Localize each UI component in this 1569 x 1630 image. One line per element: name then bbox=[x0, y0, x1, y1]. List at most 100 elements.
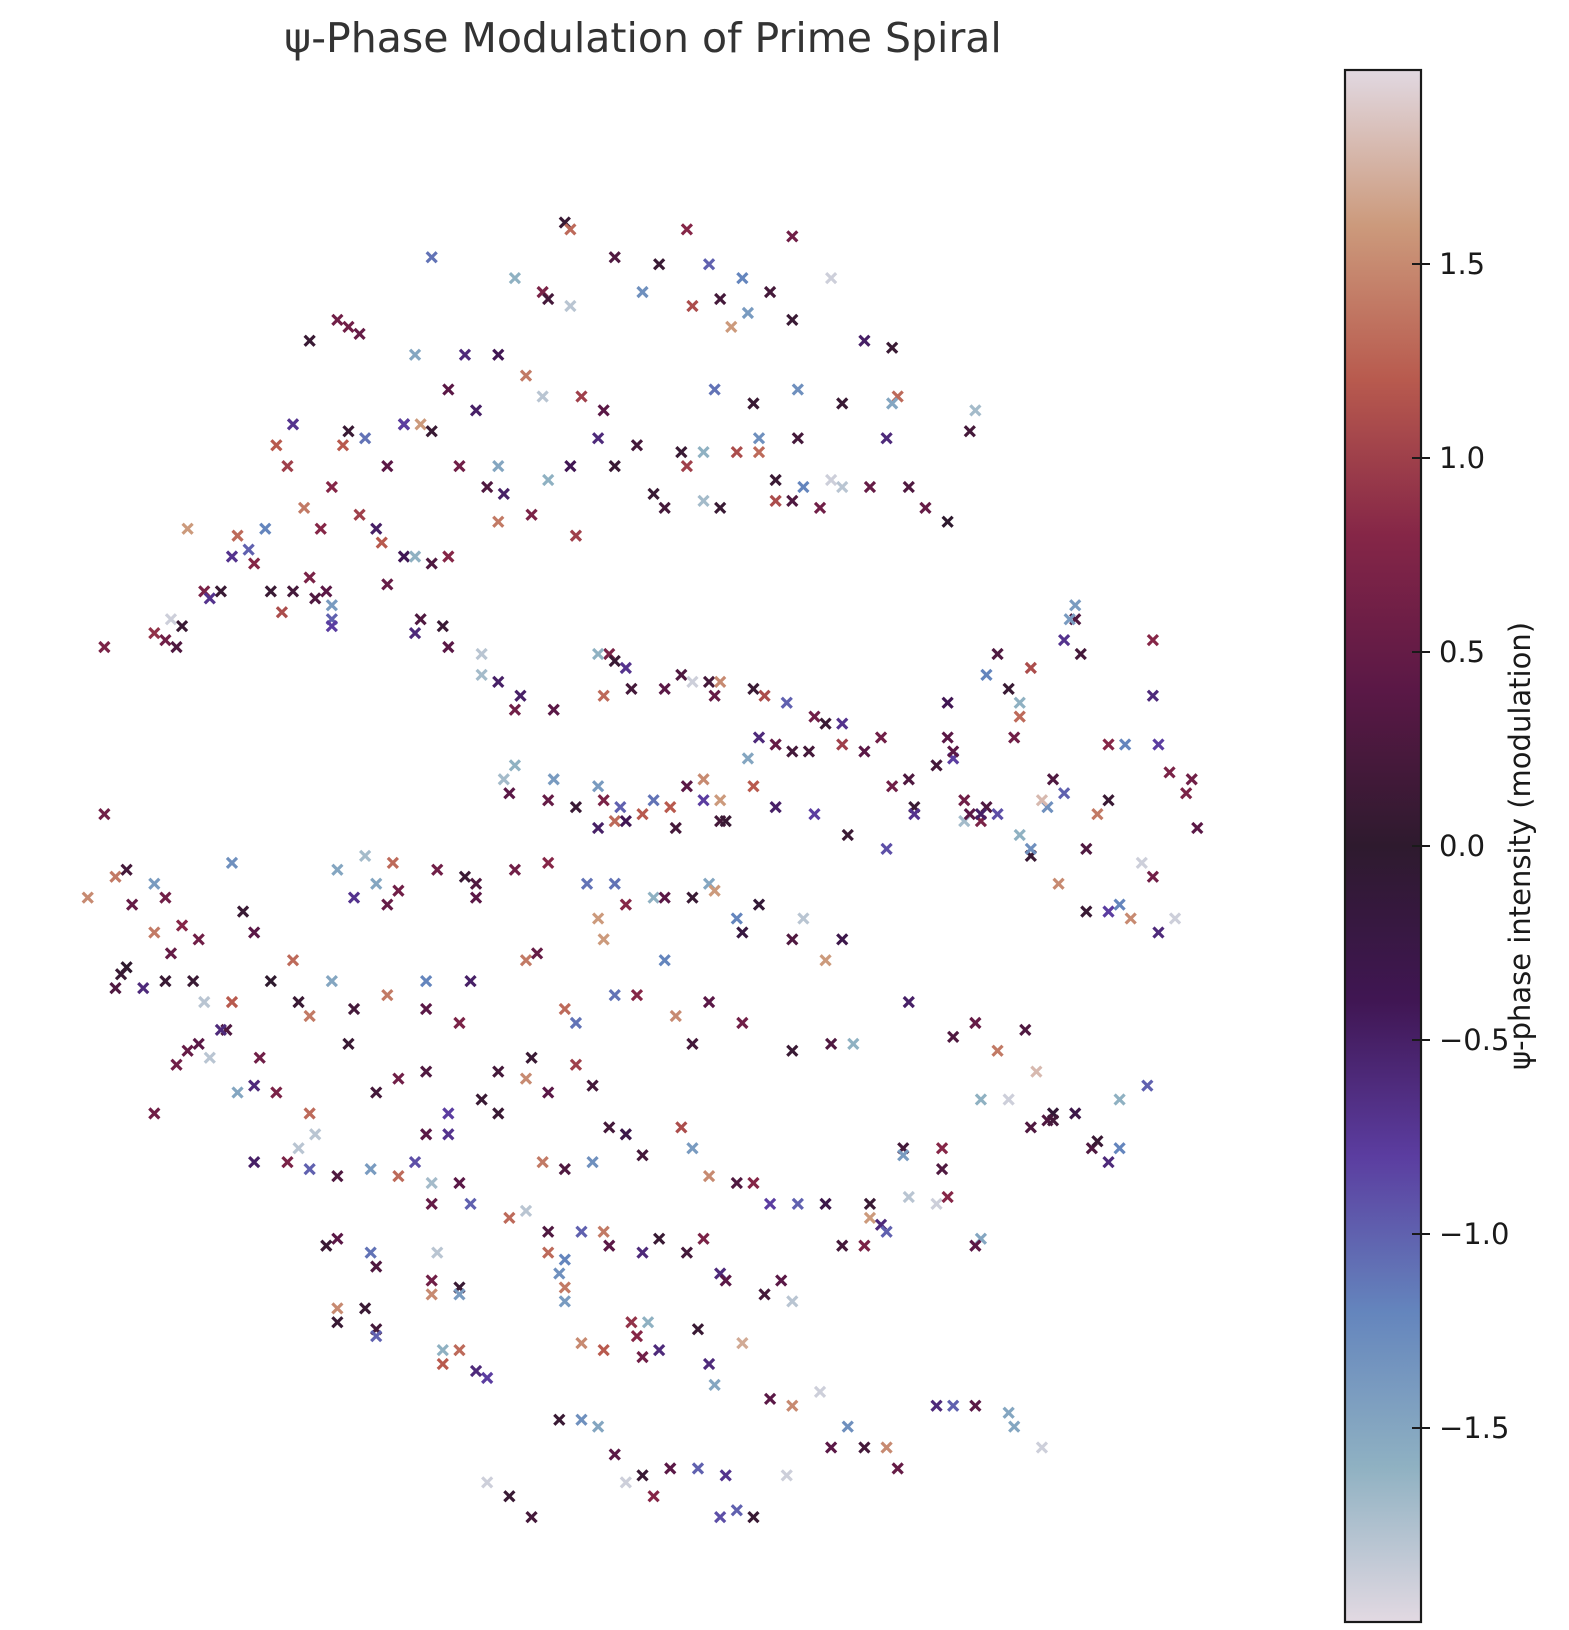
scatter-point bbox=[386, 856, 399, 869]
scatter-point bbox=[630, 988, 644, 1002]
scatter-point bbox=[786, 745, 799, 758]
scatter-point bbox=[963, 807, 976, 821]
scatter-point bbox=[481, 1476, 494, 1489]
scatter-point bbox=[542, 1225, 555, 1238]
scatter-point bbox=[614, 801, 627, 814]
scatter-point bbox=[974, 1093, 988, 1106]
scatter-point bbox=[453, 1016, 466, 1030]
scatter-point bbox=[591, 432, 605, 445]
scatter-point bbox=[1191, 821, 1204, 835]
scatter-point bbox=[347, 891, 361, 904]
scatter-point bbox=[370, 1260, 383, 1273]
scatter-point bbox=[525, 508, 538, 521]
scatter-point bbox=[1141, 1079, 1154, 1092]
scatter-point bbox=[464, 1197, 477, 1211]
scatter-point bbox=[658, 682, 671, 695]
scatter-point bbox=[714, 1511, 727, 1524]
scatter-points bbox=[81, 216, 1204, 1524]
colorbar-tick-label: −1.5 bbox=[1439, 1411, 1509, 1445]
scatter-point bbox=[192, 1037, 205, 1050]
scatter-point bbox=[547, 703, 560, 716]
scatter-point bbox=[1035, 794, 1049, 807]
scatter-point bbox=[708, 884, 721, 897]
scatter-point bbox=[786, 313, 799, 327]
scatter-point bbox=[469, 877, 483, 890]
scatter-point bbox=[425, 251, 438, 264]
scatter-point bbox=[586, 1156, 599, 1169]
scatter-point bbox=[591, 1420, 605, 1433]
scatter-point bbox=[819, 954, 832, 967]
scatter-point bbox=[725, 320, 738, 333]
colorbar-tick-label: −0.5 bbox=[1439, 1023, 1509, 1057]
scatter-point bbox=[364, 1162, 377, 1176]
scatter-point bbox=[813, 501, 827, 514]
scatter-point bbox=[370, 877, 383, 890]
scatter-point bbox=[453, 1288, 466, 1301]
scatter-point bbox=[747, 397, 760, 410]
scatter-point bbox=[608, 654, 621, 668]
scatter-point bbox=[930, 1399, 943, 1412]
scatter-point bbox=[902, 1190, 915, 1204]
scatter-point bbox=[370, 1330, 383, 1343]
scatter-point bbox=[508, 703, 522, 716]
scatter-point bbox=[1052, 877, 1065, 890]
scatter-point bbox=[547, 773, 560, 786]
scatter-point bbox=[530, 947, 544, 960]
scatter-point bbox=[1113, 1093, 1126, 1106]
scatter-point bbox=[969, 1239, 982, 1252]
scatter-point bbox=[575, 1225, 588, 1238]
scatter-point bbox=[231, 529, 244, 542]
scatter-point bbox=[1063, 613, 1076, 626]
scatter-point bbox=[702, 995, 716, 1009]
scatter-point bbox=[597, 1225, 610, 1238]
scatter-point bbox=[542, 856, 555, 869]
scatter-point bbox=[863, 1211, 877, 1224]
scatter-point bbox=[225, 550, 239, 563]
scatter-point bbox=[1113, 1142, 1126, 1155]
scatter-point bbox=[453, 1343, 466, 1357]
scatter-point bbox=[608, 814, 621, 828]
scatter-point bbox=[902, 480, 915, 494]
colorbar-gradient bbox=[1345, 70, 1421, 1622]
scatter-point bbox=[320, 585, 333, 598]
scatter-point bbox=[758, 689, 771, 702]
scatter-point bbox=[420, 975, 433, 988]
scatter-point bbox=[802, 745, 816, 758]
scatter-point bbox=[148, 926, 161, 939]
scatter-point bbox=[1002, 1406, 1015, 1419]
scatter-point bbox=[647, 487, 660, 501]
scatter-point bbox=[1002, 1093, 1015, 1106]
scatter-point bbox=[730, 1504, 743, 1517]
scatter-point bbox=[1030, 1065, 1043, 1078]
colorbar-ticks: −1.5 −1.0 −0.5 0.0 0.5 1.0 1.5 bbox=[1412, 247, 1509, 1445]
scatter-point bbox=[497, 773, 510, 786]
scatter-point bbox=[514, 689, 527, 702]
scatter-point bbox=[214, 1023, 228, 1037]
scatter-point bbox=[841, 828, 854, 842]
scatter-point bbox=[608, 877, 621, 890]
scatter-point bbox=[813, 1385, 827, 1398]
scatter-point bbox=[747, 1511, 760, 1524]
scatter-point bbox=[824, 473, 838, 487]
scatter-point bbox=[425, 1176, 438, 1190]
scatter-point bbox=[702, 675, 716, 688]
scatter-point bbox=[469, 1364, 483, 1378]
scatter-point bbox=[836, 738, 849, 751]
scatter-point bbox=[392, 1169, 405, 1183]
scatter-point bbox=[619, 814, 632, 828]
scatter-point bbox=[397, 418, 411, 431]
scatter-point bbox=[325, 975, 338, 988]
scatter-point bbox=[880, 842, 893, 856]
scatter-point bbox=[414, 613, 427, 626]
scatter-point bbox=[786, 1399, 799, 1412]
scatter-point bbox=[1102, 794, 1115, 807]
scatter-point bbox=[453, 1176, 466, 1190]
colorbar-label: ψ-phase intensity (modulation) bbox=[1503, 622, 1537, 1070]
scatter-point bbox=[680, 459, 694, 473]
scatter-point bbox=[242, 543, 255, 556]
scatter-point bbox=[281, 1156, 294, 1169]
scatter-point bbox=[159, 891, 172, 904]
scatter-point bbox=[880, 1441, 893, 1454]
scatter-point bbox=[564, 223, 577, 236]
scatter-point bbox=[708, 1378, 721, 1392]
